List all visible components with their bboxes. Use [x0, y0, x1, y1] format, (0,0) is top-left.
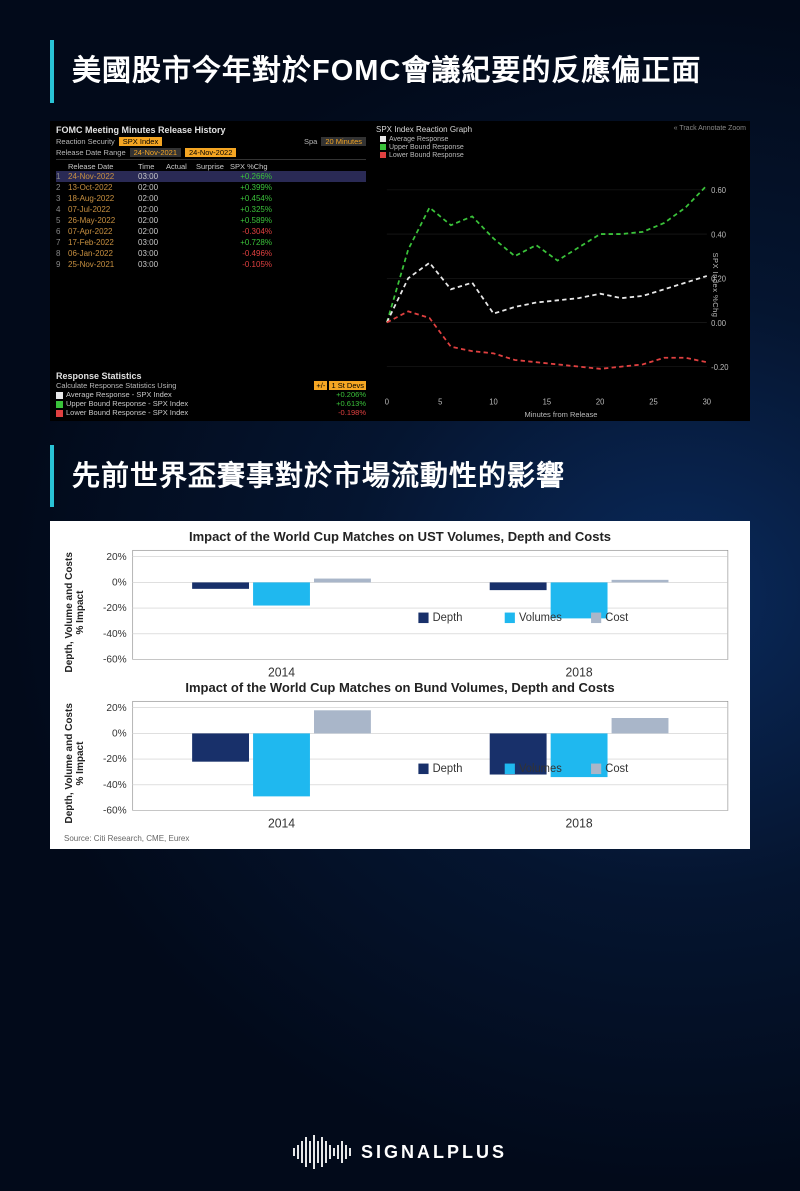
svg-text:0: 0 — [385, 398, 389, 407]
terminal-rows: 124-Nov-202203:00+0.266%213-Oct-202202:0… — [56, 171, 366, 270]
svg-text:5: 5 — [438, 398, 442, 407]
svg-text:20%: 20% — [106, 703, 126, 714]
svg-text:0.40: 0.40 — [711, 230, 726, 239]
stats-sub-label: Calculate Response Statistics Using — [56, 381, 176, 390]
terminal-right: SPX Index Reaction Graph « Track Annotat… — [372, 121, 750, 421]
terminal-row[interactable]: 526-May-202202:00+0.589% — [56, 215, 366, 226]
heading-block-2: 先前世界盃賽事對於市場流動性的影響 — [50, 445, 750, 507]
bar-chart-2-title: Impact of the World Cup Matches on Bund … — [64, 680, 736, 695]
graph-x-label: Minutes from Release — [376, 409, 746, 419]
svg-text:2018: 2018 — [566, 817, 593, 831]
bar-chart-2: Impact of the World Cup Matches on Bund … — [64, 680, 736, 832]
release-range-label: Release Date Range — [56, 148, 126, 157]
logo-text: SIGNALPLUS — [361, 1142, 507, 1163]
svg-text:-40%: -40% — [103, 629, 127, 640]
bar-chart-1-svg: 20% 0% -20% -40% -60% 2014 2018 Depth Volumes Cos… — [86, 544, 736, 681]
svg-text:0%: 0% — [112, 729, 127, 740]
terminal-col-header: Actual — [166, 162, 196, 171]
terminal-row[interactable]: 318-Aug-202202:00+0.454% — [56, 193, 366, 204]
terminal-row[interactable]: 607-Apr-202202:00-0.304% — [56, 226, 366, 237]
terminal-security-row: Reaction Security SPX Index Spa 20 Minut… — [56, 137, 366, 146]
terminal-col-header: SPX %Chg — [230, 162, 272, 171]
terminal-row[interactable]: 124-Nov-202203:00+0.266% — [56, 171, 366, 182]
spap-value[interactable]: 20 Minutes — [321, 137, 366, 146]
terminal-row[interactable]: 407-Jul-202202:00+0.325% — [56, 204, 366, 215]
legend-item: Lower Bound Response — [380, 152, 746, 159]
svg-text:Volumes: Volumes — [519, 763, 562, 775]
svg-text:-60%: -60% — [103, 806, 127, 817]
bars-source: Source: Citi Research, CME, Eurex — [64, 834, 736, 843]
terminal-row[interactable]: 717-Feb-202203:00+0.728% — [56, 237, 366, 248]
svg-text:10: 10 — [489, 398, 497, 407]
terminal-left: FOMC Meeting Minutes Release History Rea… — [50, 121, 372, 421]
svg-text:20%: 20% — [106, 552, 126, 563]
heading-1: 美國股市今年對於FOMC會議紀要的反應偏正面 — [72, 52, 732, 91]
bar-chart-1-title: Impact of the World Cup Matches on UST V… — [64, 529, 736, 544]
svg-text:-20%: -20% — [103, 603, 127, 614]
svg-text:Depth: Depth — [433, 763, 463, 775]
stats-row: Average Response - SPX Index+0.206% — [56, 390, 366, 399]
svg-text:-0.20: -0.20 — [711, 363, 728, 372]
svg-text:20: 20 — [596, 398, 604, 407]
svg-text:-20%: -20% — [103, 755, 127, 766]
graph-legend: Average ResponseUpper Bound ResponseLowe… — [380, 136, 746, 159]
stats-sub: Calculate Response Statistics Using +/- … — [56, 381, 366, 390]
svg-text:0.60: 0.60 — [711, 186, 726, 195]
terminal-col-header: Surprise — [196, 162, 230, 171]
svg-text:25: 25 — [649, 398, 657, 407]
reaction-graph: -0.200.000.200.400.60051015202530 SPX In… — [376, 161, 746, 409]
spap-label: Spa — [304, 137, 317, 146]
logo-bars-icon — [293, 1135, 351, 1169]
heading-2: 先前世界盃賽事對於市場流動性的影響 — [72, 457, 732, 495]
reaction-security-label: Reaction Security — [56, 137, 115, 146]
stats-sub-val[interactable]: 1 St Devs — [329, 381, 366, 390]
graph-tools[interactable]: « Track Annotate Zoom — [674, 125, 746, 134]
footer-logo: SIGNALPLUS — [0, 1135, 800, 1169]
terminal-panel: FOMC Meeting Minutes Release History Rea… — [50, 121, 750, 421]
terminal-row[interactable]: 213-Oct-202202:00+0.399% — [56, 182, 366, 193]
reaction-security-value[interactable]: SPX Index — [119, 137, 162, 146]
bars-panel: Impact of the World Cup Matches on UST V… — [50, 521, 750, 849]
svg-text:30: 30 — [703, 398, 711, 407]
range-to[interactable]: 24-Nov-2022 — [185, 148, 236, 157]
svg-text:Depth: Depth — [433, 612, 463, 624]
terminal-col-header — [56, 162, 68, 171]
graph-title: SPX Index Reaction Graph — [376, 125, 472, 134]
heading-block-1: 美國股市今年對於FOMC會議紀要的反應偏正面 — [50, 40, 750, 103]
stats-sub-btn[interactable]: +/- — [314, 381, 327, 390]
bar-chart-1-ylabel: Depth, Volume and Costs % Impact — [64, 544, 86, 681]
response-stats: Response Statistics Calculate Response S… — [56, 371, 366, 417]
svg-text:2018: 2018 — [566, 665, 593, 679]
svg-text:2014: 2014 — [268, 817, 295, 831]
terminal-col-header: Release Date — [68, 162, 138, 171]
svg-text:2014: 2014 — [268, 665, 295, 679]
stats-title: Response Statistics — [56, 371, 366, 381]
svg-text:-40%: -40% — [103, 780, 127, 791]
graph-y-label: SPX Index %Chg — [711, 253, 720, 318]
graph-title-row: SPX Index Reaction Graph « Track Annotat… — [376, 125, 746, 134]
legend-item: Upper Bound Response — [380, 144, 746, 151]
terminal-range-row: Release Date Range 24-Nov-2021 24-Nov-20… — [56, 148, 366, 157]
svg-text:0.00: 0.00 — [711, 319, 726, 328]
terminal-col-header: Time — [138, 162, 166, 171]
svg-text:15: 15 — [543, 398, 551, 407]
terminal-row[interactable]: 925-Nov-202103:00-0.105% — [56, 259, 366, 270]
svg-text:0%: 0% — [112, 577, 127, 588]
bar-chart-2-svg: 20% 0% -20% -40% -60% 2014 2018 Depth Volumes Cos… — [86, 695, 736, 832]
terminal-title: FOMC Meeting Minutes Release History — [56, 125, 366, 135]
bar-chart-2-ylabel: Depth, Volume and Costs % Impact — [64, 695, 86, 832]
svg-text:Cost: Cost — [605, 612, 629, 624]
svg-text:Volumes: Volumes — [519, 612, 562, 624]
stats-row: Upper Bound Response - SPX Index+0.613% — [56, 399, 366, 408]
terminal-row[interactable]: 806-Jan-202203:00-0.496% — [56, 248, 366, 259]
range-from[interactable]: 24-Nov-2021 — [130, 148, 181, 157]
terminal-header-row: Release DateTimeActualSurpriseSPX %Chg — [56, 159, 366, 171]
svg-text:Cost: Cost — [605, 763, 629, 775]
svg-text:-60%: -60% — [103, 654, 127, 665]
stats-row: Lower Bound Response - SPX Index-0.198% — [56, 408, 366, 417]
legend-item: Average Response — [380, 136, 746, 143]
bar-chart-1: Impact of the World Cup Matches on UST V… — [64, 529, 736, 681]
